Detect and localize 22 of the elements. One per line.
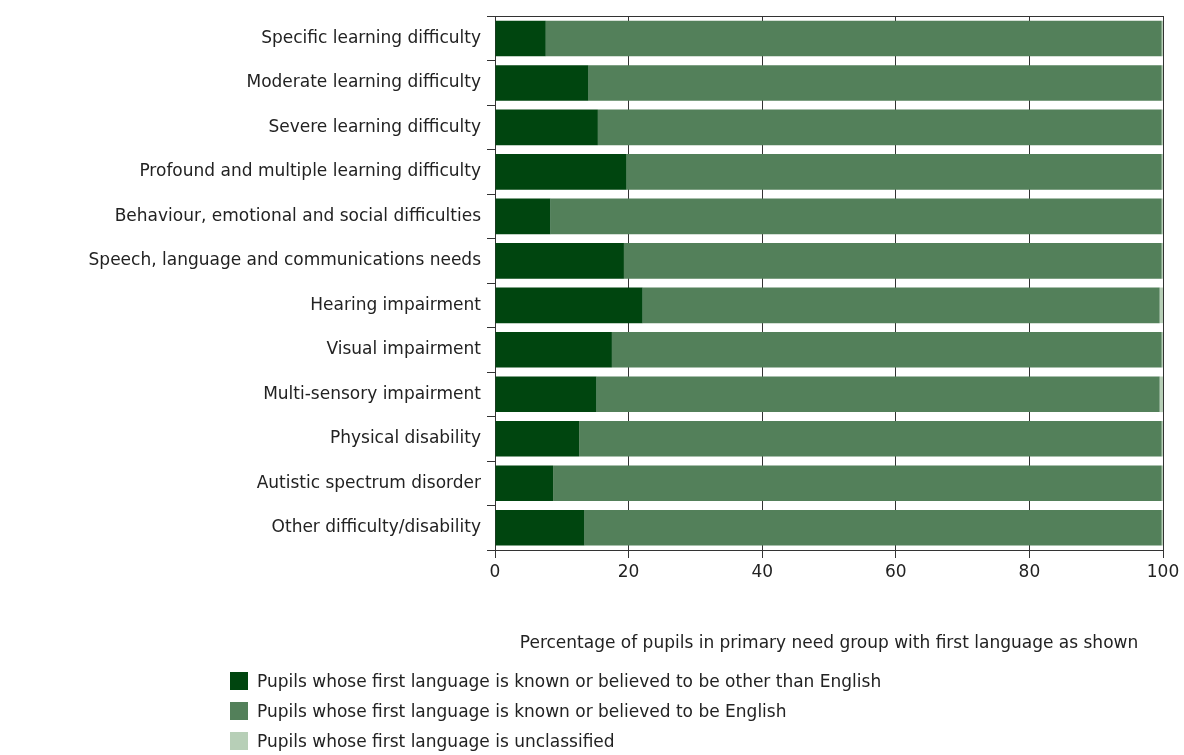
y-tick-label: Multi-sensory impairment (263, 382, 482, 403)
x-axis-title: Percentage of pupils in primary need group with first language as shown (519, 632, 1139, 653)
x-tick-label: 60 (884, 560, 907, 581)
x-tick-label: 40 (751, 560, 774, 581)
legend-label: Pupils whose first language is unclassified (257, 731, 615, 751)
y-tick-label: Hearing impairment (310, 293, 482, 314)
y-tick-label: Behaviour, emotional and social difficulties (114, 204, 482, 225)
x-tick-label: 80 (1018, 560, 1041, 581)
y-tick-label: Profound and multiple learning difficulty (139, 160, 481, 181)
y-tick-label: Physical disability (329, 427, 481, 448)
y-tick-label: Other difficulty/disability (271, 516, 481, 537)
y-tick-label: Severe learning difficulty (268, 115, 481, 136)
y-tick-label: Visual impairment (326, 338, 482, 359)
y-tick-label: Autistic spectrum disorder (256, 471, 481, 492)
x-tick-label: 20 (617, 560, 640, 581)
legend-label: Pupils whose first language is known or believed to be other than English (257, 671, 882, 691)
x-tick-label: 100 (1146, 560, 1180, 581)
x-tick-label: 0 (489, 560, 501, 581)
y-tick-label: Specific learning difficulty (261, 26, 481, 47)
y-tick-label: Speech, language and communications needs (88, 249, 482, 270)
legend-label: Pupils whose first language is known or believed to be English (257, 701, 787, 721)
y-tick-label: Moderate learning difficulty (246, 71, 481, 92)
